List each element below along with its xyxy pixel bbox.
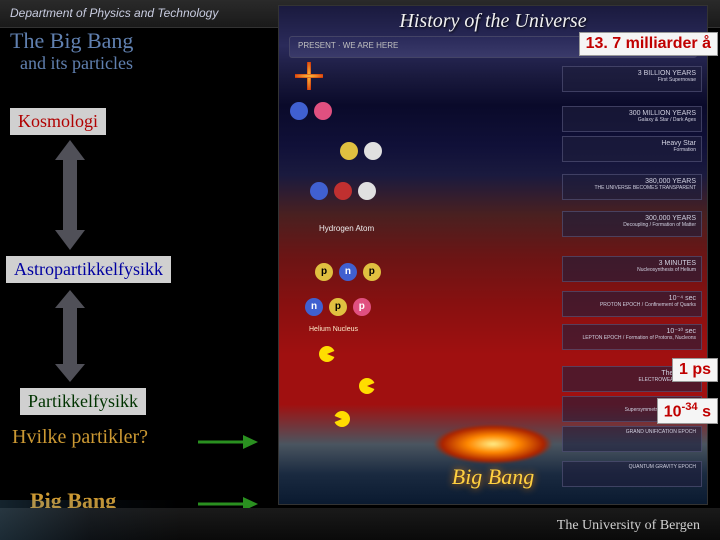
footer-university: The University of Bergen [557,518,700,534]
timeline-row: GRAND UNIFICATION EPOCH [562,426,702,452]
timeline-row: 10⁻¹⁰ secLEPTON EPOCH / Formation of Pro… [562,324,702,350]
neutron-icon: n [305,298,323,316]
timeline-row-subtitle: GRAND UNIFICATION EPOCH [568,430,696,436]
footer-decoration [0,500,180,540]
particle-cluster: p n p [314,261,382,282]
title-line-2: and its particles [20,53,133,74]
timeline-row-subtitle: First Supernovae [568,78,696,84]
timeline-row-subtitle: PROTON EPOCH / Confinement of Quarks [568,303,696,309]
annot-t34-exponent: -34 [681,401,697,413]
particle-icon [310,182,328,200]
slide-title: The Big Bang and its particles [10,28,133,74]
particle-icon [314,102,332,120]
particle-icon [364,142,382,160]
helium-nucleus-label: Helium Nucleus [309,326,358,333]
pacman-icon [359,378,375,394]
left-column: The Big Bang and its particles Kosmologi… [0,28,260,508]
proton-icon: p [329,298,347,316]
timeline-row-subtitle: THE UNIVERSE BECOMES TRANSPARENT [568,186,696,192]
footer-bar: The University of Bergen [0,508,720,540]
right-panel-title: History of the Universe [279,10,707,33]
slide: Department of Physics and Technology The… [0,0,720,540]
label-astropartikkelfysikk: Astropartikkelfysikk [6,256,171,283]
pacman-icon [334,411,350,427]
timeline-row: QUANTUM GRAVITY EPOCH [562,461,702,487]
annotation-age: 13. 7 milliarder å [579,32,718,56]
timeline-row: 300 MILLION YEARSGalaxy & Star / Dark Ag… [562,106,702,132]
timeline-row-subtitle: Formation [568,148,696,154]
bigbang-graphic-text: Big Bang [452,464,535,490]
timeline-row-subtitle: Decoupling / Formation of Matter [568,223,696,229]
bigbang-explosion-icon [433,424,553,464]
proton-icon: p [315,263,333,281]
history-of-universe-panel: History of the Universe PRESENT · WE ARE… [278,5,708,505]
title-line-1: The Big Bang [10,28,133,53]
pacman-icon [319,346,335,362]
double-arrow-icon [55,290,85,382]
particle-cluster: n p p [304,296,372,317]
annotation-10-34: 10-34 s [657,398,718,424]
timeline-row: 300,000 YEARSDecoupling / Formation of M… [562,211,702,237]
annot-t34-prefix: 10 [664,403,682,420]
timeline-row-subtitle: Nucleosynthesis of Helium [568,268,696,274]
annotation-1ps: 1 ps [672,358,718,382]
label-kosmologi: Kosmologi [10,108,106,135]
timeline-row: 380,000 YEARSTHE UNIVERSE BECOMES TRANSP… [562,174,702,200]
right-arrow-icon [198,433,258,451]
annot-t34-suffix: s [698,403,711,420]
timeline-row: 3 MINUTESNucleosynthesis of Helium [562,256,702,282]
question-text: Hvilke partikler? [12,426,148,449]
particle-icon [358,182,376,200]
particle-cluster [309,181,377,204]
timeline-row: 3 BILLION YEARSFirst Supernovae [562,66,702,92]
particle-cluster [339,141,383,164]
proton-icon: p [363,263,381,281]
timeline-row-subtitle: LEPTON EPOCH / Formation of Protons, Nuc… [568,336,696,342]
starburst-icon [299,66,319,86]
timeline-row-subtitle: QUANTUM GRAVITY EPOCH [568,465,696,471]
particle-icon [290,102,308,120]
particle-cluster [289,101,333,124]
neutron-icon: n [339,263,357,281]
timeline-row: 10⁻⁴ secPROTON EPOCH / Confinement of Qu… [562,291,702,317]
timeline-row-subtitle: Galaxy & Star / Dark Ages [568,118,696,124]
label-partikkelfysikk: Partikkelfysikk [20,388,146,415]
particle-icon [340,142,358,160]
double-arrow-icon [55,140,85,250]
timeline-row: Heavy StarFormation [562,136,702,162]
hydrogen-atom-label: Hydrogen Atom [319,224,374,233]
particle-icon [334,182,352,200]
proton-icon: p [353,298,371,316]
